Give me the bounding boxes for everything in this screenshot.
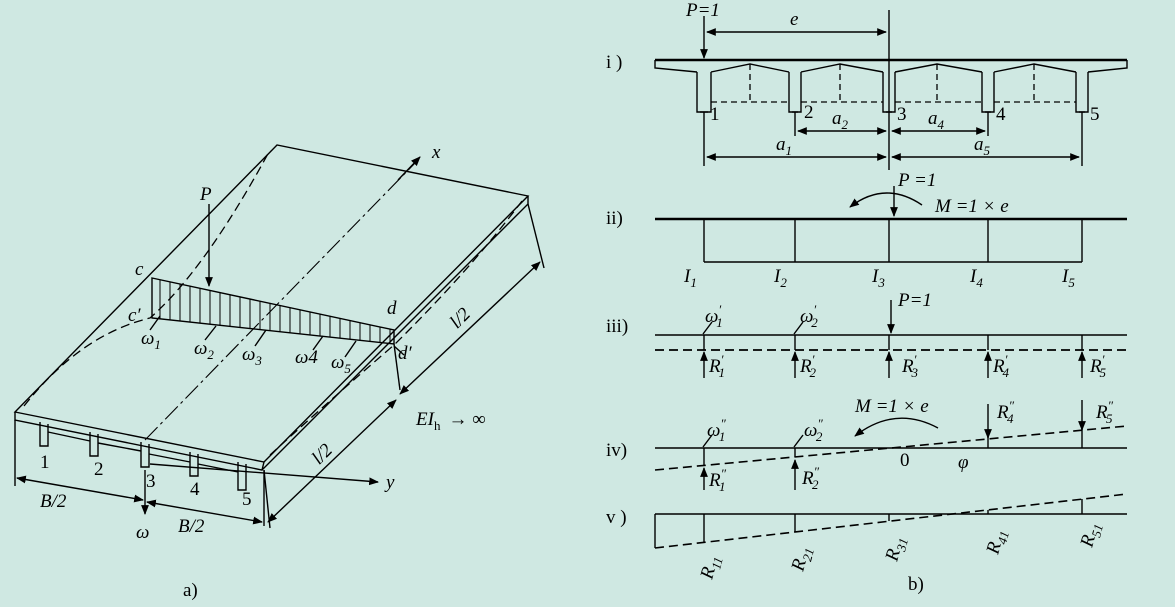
row-iii-r4: R′ 4 xyxy=(992,352,1009,380)
row-i-cross-section xyxy=(654,58,1128,113)
row-iv-r5: R″ 5 xyxy=(1095,398,1114,426)
dim-b-left xyxy=(16,475,144,503)
half-width-right-label: B/2 xyxy=(178,516,205,537)
row-v-label: v ) xyxy=(606,507,627,528)
half-length-bottom-label: l/2 xyxy=(308,439,337,468)
deflected-edge-left xyxy=(23,149,271,407)
row-i-beam-1: 1 xyxy=(710,104,720,125)
row-i-load-label: P=1 xyxy=(685,0,720,21)
dim-l-top xyxy=(399,261,541,395)
row-iii-load-label: P=1 xyxy=(897,290,932,311)
half-width-left-label: B/2 xyxy=(40,491,67,512)
row-ii-i4: I4 xyxy=(969,266,983,290)
row-ii-i1: I1 xyxy=(683,266,697,290)
deflection-hatching xyxy=(159,280,391,343)
row-iv-reaction-arrows xyxy=(700,400,1086,490)
row-iv-r2: R″ 2 xyxy=(801,464,820,492)
corner-d-prime-label: d′ xyxy=(398,343,413,364)
row-i-a5-label: a5 xyxy=(974,134,991,158)
row-i-label: i ) xyxy=(606,52,622,73)
row-v-r11: R11 xyxy=(696,553,726,583)
omega-1-label: ω1 xyxy=(141,328,161,352)
caption-a: a) xyxy=(183,580,198,601)
corner-d-label: d xyxy=(387,298,397,319)
row-iii-lines xyxy=(655,321,1127,351)
row-ii-moment-arc xyxy=(849,192,923,208)
row-i-beam-4: 4 xyxy=(996,104,1006,125)
row-ii-load-label: P =1 xyxy=(897,170,936,191)
omega-5-label: ω5 xyxy=(331,352,351,376)
row-ii-label: ii) xyxy=(606,208,623,229)
caption-b: b) xyxy=(908,574,924,595)
row-v-r51: R51 xyxy=(1076,520,1106,551)
stiffness-label: EIh → ∞ xyxy=(415,409,486,433)
row-i-spacing-dims xyxy=(703,112,1083,166)
beam-4-number: 4 xyxy=(190,479,200,500)
row-ii-i3: I3 xyxy=(871,266,885,290)
axis-x-label: x xyxy=(431,142,441,163)
row-iv-label: iv) xyxy=(606,440,627,461)
corner-c-prime-label: c′ xyxy=(128,305,141,326)
girders xyxy=(39,422,247,491)
deflection-surface xyxy=(151,277,395,345)
row-ii-moment-label: M =1 × e xyxy=(934,196,1009,217)
row-iv-phi: φ xyxy=(958,452,969,473)
figure-b: i ) ii) iii) iv) v ) xyxy=(606,0,1128,595)
row-iv-moment-arc xyxy=(854,417,939,437)
row-iii-label: iii) xyxy=(606,316,628,337)
dim-l-bottom-tick xyxy=(263,469,271,529)
row-iv-zero: 0 xyxy=(900,450,910,471)
row-iii-omega-1: ω′ 1 xyxy=(705,302,723,330)
eih-leader xyxy=(393,343,401,391)
row-iii-r3: R′ 3 xyxy=(901,352,918,380)
axis-y-label: y xyxy=(384,472,395,493)
row-ii-i5: I5 xyxy=(1061,266,1075,290)
row-ii-grillage xyxy=(655,217,1127,263)
beam-2-number: 2 xyxy=(94,459,104,480)
row-iii-r1: R′ 1 xyxy=(708,352,725,380)
beam-1-number: 1 xyxy=(40,452,50,473)
row-i-a1-label: a1 xyxy=(776,134,792,158)
beam-3-number: 3 xyxy=(146,471,156,492)
row-iv-r4: R″ 4 xyxy=(996,398,1015,426)
row-iii-omega-2: ω′ 2 xyxy=(800,302,818,330)
row-i-e-label: e xyxy=(790,9,798,30)
dim-l-bottom xyxy=(267,399,397,523)
omega-label: ω xyxy=(136,522,149,543)
load-p-label: P xyxy=(199,184,212,205)
row-v-r21: R21 xyxy=(787,544,817,575)
row-iv-moment-label: M =1 × e xyxy=(854,396,929,417)
row-v-r31: R31 xyxy=(881,534,911,565)
row-iii-r5: R′ 5 xyxy=(1089,352,1106,380)
x-axis-line xyxy=(144,159,419,441)
row-v-r41: R41 xyxy=(982,527,1012,558)
row-i-beam-2: 2 xyxy=(804,102,814,123)
row-i-beam-5: 5 xyxy=(1090,104,1100,125)
omega-3-label: ω3 xyxy=(242,344,262,368)
beam-5-number: 5 xyxy=(242,489,252,510)
figure-a: P c c′ d d′ ω1 ω2 ω3 ω4 ω5 x y ω 1 2 3 4… xyxy=(13,142,545,601)
row-iv-omega-1: ω″ 1 xyxy=(707,416,726,444)
row-i-a2-label: a2 xyxy=(832,108,849,132)
row-ii-i2: I2 xyxy=(773,266,787,290)
x-axis-arrow xyxy=(397,156,421,181)
dim-b-right xyxy=(146,499,263,525)
half-length-top-label: l/2 xyxy=(446,303,475,332)
row-iii-reaction-arrows xyxy=(700,351,1086,378)
row-i-beam-3: 3 xyxy=(897,104,907,125)
row-iv-omega-2: ω″ 2 xyxy=(804,416,823,444)
dim-l-top-tick xyxy=(527,203,545,269)
omega-4-label: ω4 xyxy=(295,347,318,368)
omega-2-label: ω2 xyxy=(194,338,214,362)
row-iii-r2: R′ 2 xyxy=(799,352,816,380)
row-iv-r1: R″ 1 xyxy=(708,466,727,494)
row-v-influence-line xyxy=(654,493,1128,549)
row-i-a4-label: a4 xyxy=(928,108,945,132)
corner-c-label: c xyxy=(135,259,144,280)
omega-leaders xyxy=(149,315,357,358)
